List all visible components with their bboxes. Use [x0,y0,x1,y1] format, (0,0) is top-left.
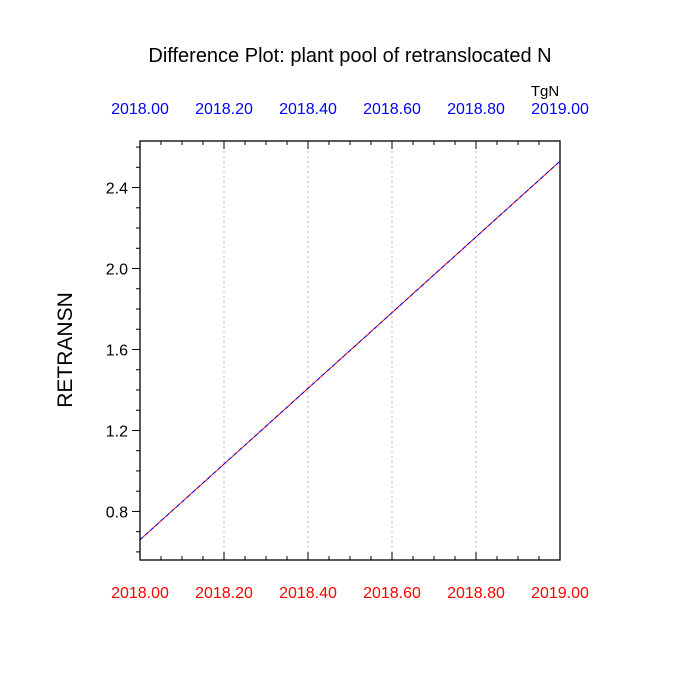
plot-frame [139,140,561,561]
series-line-2 [139,160,561,541]
data-series [139,160,561,541]
x-tick-label-bottom: 2018.20 [195,585,253,602]
x-tick-label-bottom: 2018.80 [447,585,505,602]
y-tick-label: 0.8 [106,504,128,521]
y-tick-label: 1.2 [106,423,128,440]
x-tick-label-top: 2018.40 [279,101,337,118]
x-tick-label-top: 2019.00 [531,101,589,118]
x-tick-label-top: 2018.20 [195,101,253,118]
chart-title: Difference Plot: plant pool of retranslo… [148,45,551,67]
x-tick-label-bottom: 2018.60 [363,585,421,602]
y-tick-label: 2.0 [106,262,128,279]
tick-labels: 2018.00 2018.00 2018.20 2018.20 2018.40 2018.… [106,101,589,602]
x-tick-label-bottom: 2018.40 [279,585,337,602]
axis-ticks [132,141,561,560]
x-tick-label-top: 2018.00 [111,101,169,118]
y-axis-label: RETRANSN [54,292,77,408]
y-tick-label: 1.6 [106,342,128,359]
units-label: TgN [531,83,559,100]
x-tick-label-bottom: 2018.00 [111,585,169,602]
x-tick-label-bottom: 2019.00 [531,585,589,602]
x-tick-label-top: 2018.60 [363,101,421,118]
x-tick-label-top: 2018.80 [447,101,505,118]
y-tick-label: 2.4 [106,181,128,198]
